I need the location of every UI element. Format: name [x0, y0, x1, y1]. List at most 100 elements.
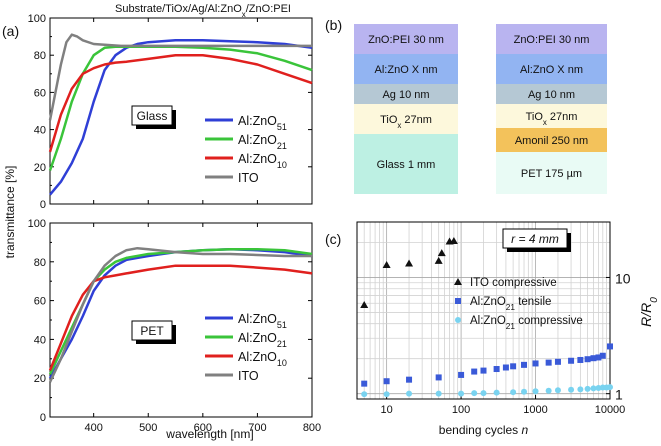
- legend-label-ITO-main: ITO: [238, 369, 259, 383]
- label-box: [131, 105, 173, 126]
- data-point-azo21_compressive: [595, 384, 602, 391]
- data-point-azo21_tensile: [545, 359, 552, 366]
- legend-label-AZO10-main: Al:ZnO: [238, 350, 277, 364]
- legend-label-azo21_compressive-main: Al:ZnO: [470, 315, 506, 327]
- pet-stack-layer-label-0-main: ZnO:PEI 30 nm: [514, 34, 590, 46]
- legend-label-AZO21: Al:ZnO21: [238, 133, 287, 151]
- data-point-azo21_tensile: [577, 356, 584, 363]
- x-tick-label: 800: [303, 422, 321, 434]
- y-tick-label: 60: [34, 87, 46, 99]
- pet-stack-layer-label-2-main: Ag 10 nm: [528, 89, 575, 101]
- legend-label-ITO: ITO: [238, 369, 259, 383]
- pet-stack-layer-3: [496, 104, 607, 128]
- data-point-azo21_compressive: [406, 390, 413, 397]
- pet-stack-layer-label-2: Ag 10 nm: [528, 89, 575, 101]
- glass-stack-layer-label-0: ZnO:PEI 30 nm: [368, 34, 444, 46]
- data-point-ito_marker: [437, 249, 446, 257]
- label-box: [131, 320, 173, 341]
- glass-stack-layer-label-1-main: Al:ZnO X nm: [375, 64, 438, 76]
- pet-stack-layer-label-5-main: PET 175 µm: [521, 168, 582, 180]
- x-tick-label: 400: [84, 422, 102, 434]
- legend-label-AZO10-main: Al:ZnO: [238, 152, 277, 166]
- data-point-azo21_tensile: [502, 364, 509, 371]
- legend-label-azo21_compressive-tail: compressive: [515, 315, 583, 327]
- data-point-azo21_tensile: [458, 371, 465, 378]
- data-point-azo21_tensile: [435, 374, 442, 381]
- data-point-azo21_tensile: [383, 378, 390, 385]
- data-point-ito_marker: [449, 236, 458, 244]
- glass-stack-layer-label-4-main: Glass 1 mm: [377, 159, 436, 171]
- glass-stack-layer-label-3-tail: 27nm: [401, 114, 432, 126]
- data-point-azo21_compressive: [577, 386, 584, 393]
- data-point-azo21_compressive: [554, 387, 561, 394]
- legend-label-AZO10-sub: 10: [277, 358, 287, 368]
- glass-stack-layer-label-1: Al:ZnO X nm: [375, 64, 438, 76]
- data-point-ito_marker: [360, 300, 369, 308]
- glass-stack-layer-label-4: Glass 1 mm: [377, 159, 436, 171]
- legend-marker-azo21_compressive: [455, 317, 461, 323]
- legend-marker-ito_marker: [454, 278, 462, 285]
- glass-stack-layer-4: [354, 134, 458, 194]
- data-point-azo21_tensile: [595, 354, 602, 361]
- a-ylabel: transmittance [%]: [3, 166, 17, 259]
- annotation-label: r = 4 mm: [511, 232, 559, 246]
- data-point-azo21_compressive: [471, 390, 478, 397]
- legend-label-AZO21-sub: 21: [277, 339, 287, 349]
- data-point-azo21_compressive: [545, 387, 552, 394]
- panel-label-a: (a): [2, 23, 19, 39]
- y-tick-label: 1: [615, 387, 623, 403]
- data-point-azo21_tensile: [521, 361, 528, 368]
- x-tick-label: 1000: [523, 404, 547, 416]
- data-point-azo21_tensile: [568, 357, 575, 364]
- legend-label-ITO-main: ITO: [238, 171, 259, 185]
- layer-stack-diagrams: ZnO:PEI 30 nm Al:ZnO X nm Ag 10 nm TiOx 27n…: [354, 24, 607, 194]
- panel-box-label: PET: [140, 324, 164, 338]
- glass-stack-layer-label-2-main: Ag 10 nm: [382, 89, 429, 101]
- legend-label-ITO: ITO: [238, 171, 259, 185]
- legend-label-azo21_compressive: Al:ZnO21 compressive: [470, 315, 583, 331]
- data-point-azo21_tensile: [480, 367, 487, 374]
- data-point-azo21_compressive: [590, 385, 597, 392]
- y-tick-label: 60: [34, 296, 46, 308]
- data-point-azo21_compressive: [521, 388, 528, 395]
- y-tick-label: 20: [34, 373, 46, 385]
- c-ylabel-sub: 0: [649, 297, 660, 303]
- legend-label-AZO51-main: Al:ZnO: [238, 312, 277, 326]
- data-point-azo21_tensile: [532, 360, 539, 367]
- figure-title: Substrate/TiOx/Ag/Al:ZnOx/ZnO:PEI: [115, 3, 291, 19]
- pet-stack-layer-5: [496, 152, 607, 194]
- legend-label-ito_marker-main: ITO compressive: [470, 277, 557, 289]
- data-point-azo21_tensile: [599, 352, 606, 359]
- legend-label-AZO10: Al:ZnO10: [238, 350, 287, 368]
- pet-stack-layer-1: [496, 54, 607, 84]
- y-tick-label: 100: [28, 218, 46, 230]
- legend-label-azo21_tensile-tail: tensile: [515, 296, 551, 308]
- c-ylabel: R/R0: [638, 297, 660, 327]
- legend-label-AZO10-sub: 10: [277, 160, 287, 170]
- data-point-ito_marker: [382, 260, 391, 268]
- legend-label-AZO21: Al:ZnO21: [238, 331, 287, 349]
- data-point-azo21_compressive: [480, 390, 487, 397]
- a-xlabel: wavelength [nm]: [165, 427, 253, 441]
- legend-label-azo21_tensile-sub: 21: [506, 303, 516, 312]
- legend-label-azo21_tensile-main: Al:ZnO: [470, 296, 506, 308]
- legend-label-azo21_compressive-sub: 21: [506, 322, 516, 331]
- pet-stack-layer-label-3: TiOx 27nm: [526, 111, 578, 127]
- data-point-azo21_tensile: [554, 358, 561, 365]
- panel-box-label: Glass: [137, 109, 168, 123]
- pet-stack-layer-label-4-main: Amonil 250 nm: [515, 135, 588, 147]
- c-xlabel-var: n: [522, 423, 529, 437]
- data-point-azo21_compressive: [607, 384, 613, 391]
- y-tick-label: 80: [34, 257, 46, 269]
- legend-label-AZO51: Al:ZnO51: [238, 114, 287, 132]
- legend-label-AZO51-sub: 51: [277, 122, 287, 132]
- y-tick-label: 10: [615, 270, 631, 286]
- glass-stack-layer-1: [354, 54, 458, 84]
- series-line-ITO: [48, 246, 312, 383]
- data-point-azo21_compressive: [532, 388, 539, 395]
- x-tick-label: 100: [452, 404, 470, 416]
- x-tick-label: 600: [194, 422, 212, 434]
- data-point-azo21_compressive: [435, 390, 442, 397]
